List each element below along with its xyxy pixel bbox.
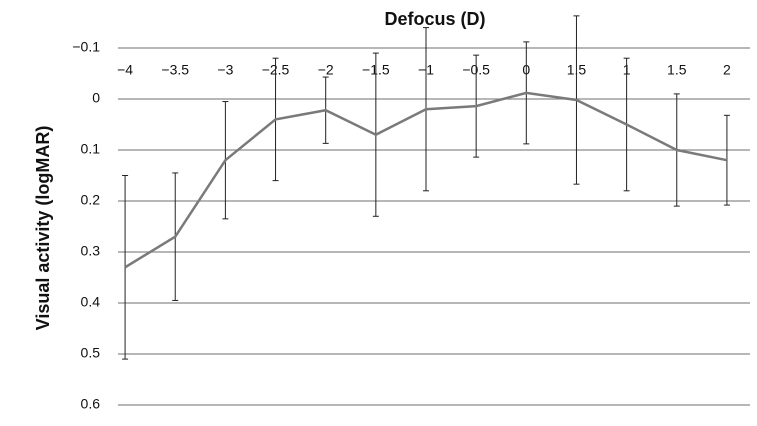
y-tick-label: 0.5 <box>81 345 101 361</box>
x-tick-label: 2 <box>723 62 731 78</box>
x-tick-label: −3.5 <box>161 62 189 78</box>
x-tick-label: −3 <box>217 62 233 78</box>
line-series <box>124 91 728 269</box>
y-axis-label: Visual activity (logMAR) <box>33 126 53 331</box>
x-tick-label: −2 <box>318 62 334 78</box>
x-tick-label: 1.5 <box>667 62 687 78</box>
y-tick-label: 0.2 <box>81 192 101 208</box>
y-tick-label: 0.4 <box>81 294 101 310</box>
y-tick-label: 0.3 <box>81 243 101 259</box>
y-tick-label: 0.6 <box>81 396 101 412</box>
y-tick-label: 0 <box>92 90 100 106</box>
chart-title: Defocus (D) <box>384 9 485 29</box>
x-tick-label: −4 <box>117 62 133 78</box>
y-tick-label: −0.1 <box>72 39 100 55</box>
y-tick-label: 0.1 <box>81 141 101 157</box>
